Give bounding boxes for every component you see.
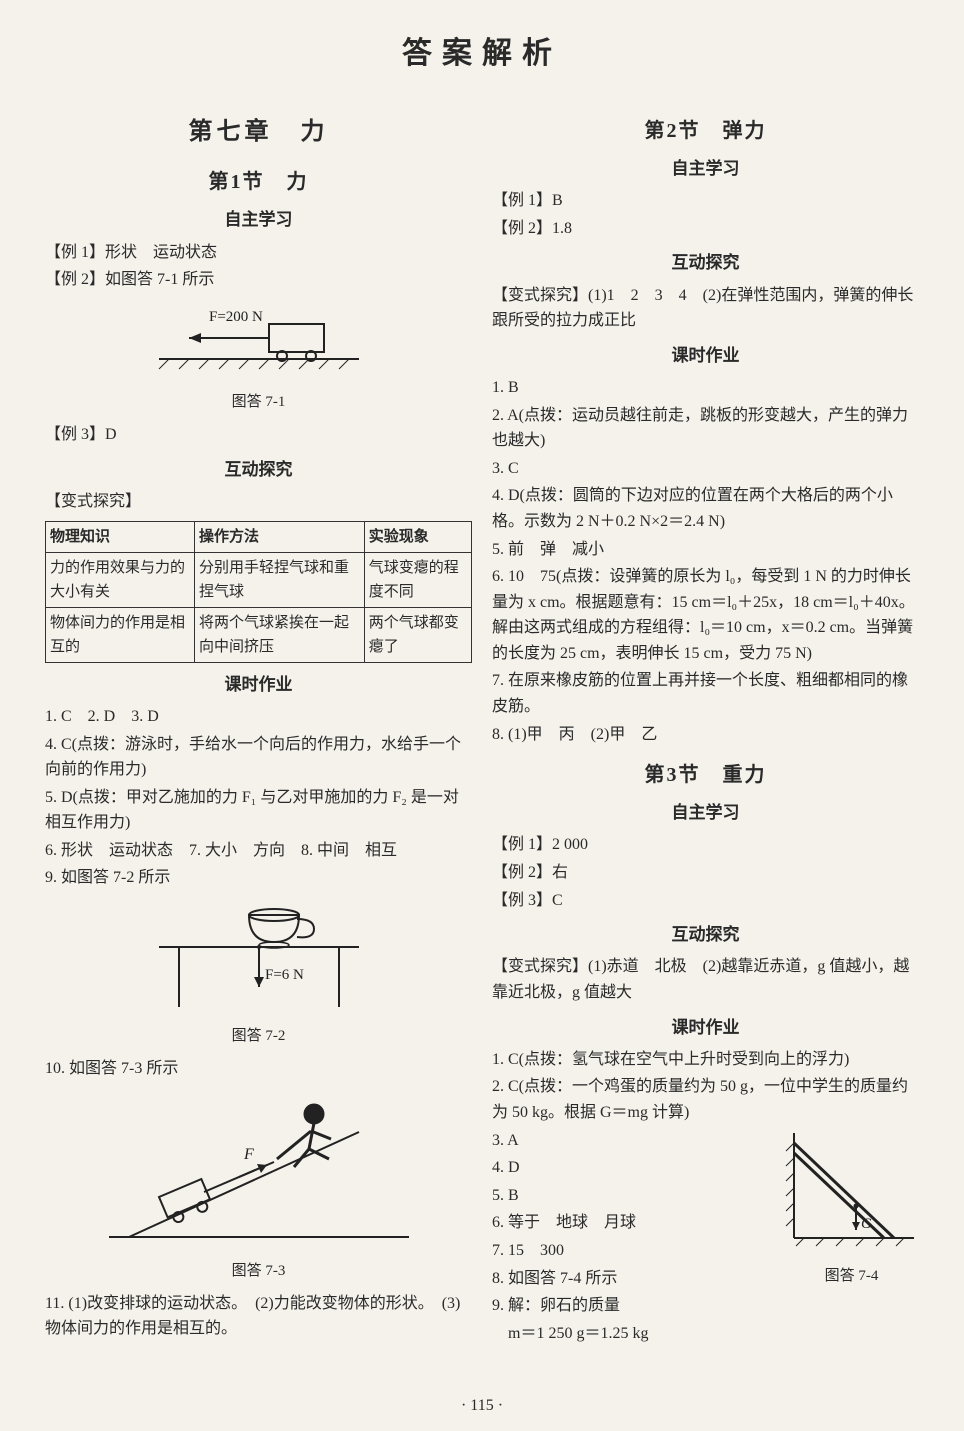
sub-keshi-3: 课时作业 <box>492 1014 919 1041</box>
hw-2-5: 5. 前 弹 减小 <box>492 537 919 563</box>
svg-text:F: F <box>243 1146 254 1163</box>
var-head-1: 【变式探究】 <box>45 489 472 515</box>
td-r2c3: 两个气球都变瘪了 <box>364 607 471 662</box>
sub-hudong-2: 互动探究 <box>492 249 919 276</box>
section-2-title: 第2节 弹力 <box>492 115 919 147</box>
svg-text:F=200 N: F=200 N <box>209 309 263 325</box>
hw-1-10: 10. 如图答 7-3 所示 <box>45 1056 472 1082</box>
hw-1-5: 5. D(点拨：甲对乙施加的力 F₁ 与乙对甲施加的力 F₂ 是一对相互作用力) <box>45 785 472 836</box>
td-r2c2: 将两个气球紧挨在一起向中间挤压 <box>194 607 364 662</box>
sub-keshi-1: 课时作业 <box>45 671 472 698</box>
fig-7-4-caption: 图答 7-4 <box>784 1264 919 1288</box>
section-1-title: 第1节 力 <box>45 166 472 198</box>
hw-2-8: 8. (1)甲 丙 (2)甲 乙 <box>492 722 919 748</box>
fig-7-2-caption: 图答 7-2 <box>45 1024 472 1048</box>
section-3-title: 第3节 重力 <box>492 759 919 791</box>
th-1: 物理知识 <box>46 521 195 552</box>
figure-7-1: F=200 N <box>45 299 472 388</box>
ex3-3: 【例 3】C <box>492 888 919 914</box>
page-title: 答案解析 <box>45 30 919 78</box>
th-2: 操作方法 <box>194 521 364 552</box>
ex1-3: 【例 3】D <box>45 422 472 448</box>
ex1-1: 【例 1】形状 运动状态 <box>45 240 472 266</box>
var-3: 【变式探究】(1)赤道 北极 (2)越靠近赤道，g 值越小，越靠近北极，g 值越… <box>492 954 919 1005</box>
svg-text:G: G <box>861 1216 872 1232</box>
hw-1-1: 1. C 2. D 3. D <box>45 704 472 730</box>
svg-text:F=6 N: F=6 N <box>265 967 304 983</box>
td-r1c1: 力的作用效果与力的大小有关 <box>46 552 195 607</box>
right-column: 第2节 弹力 自主学习 【例 1】B 【例 2】1.8 互动探究 【变式探究】(… <box>492 103 919 1348</box>
hw-2-3: 3. C <box>492 456 919 482</box>
ex1-2: 【例 2】如图答 7-1 所示 <box>45 267 472 293</box>
physics-table: 物理知识 操作方法 实验现象 力的作用效果与力的大小有关 分别用手轻捏气球和重捏… <box>45 521 472 663</box>
sub-hudong-3: 互动探究 <box>492 921 919 948</box>
fig-7-3-caption: 图答 7-3 <box>45 1259 472 1283</box>
hw-1-4: 4. C(点拨：游泳时，手给水一个向后的作用力，水给手一个向前的作用力) <box>45 732 472 783</box>
hw-2-7: 7. 在原来橡皮筋的位置上再并接一个长度、粗细都相同的橡皮筋。 <box>492 668 919 719</box>
td-r2c1: 物体间力的作用是相互的 <box>46 607 195 662</box>
hw-3-1: 1. C(点拨：氢气球在空气中上升时受到向上的浮力) <box>492 1047 919 1073</box>
hw-2-2: 2. A(点拨：运动员越往前走，跳板的形变越大，产生的弹力也越大) <box>492 403 919 454</box>
hw-3-9b: m＝1 250 g＝1.25 kg <box>492 1321 919 1347</box>
sub-zizhu-3: 自主学习 <box>492 799 919 826</box>
ex2-2: 【例 2】1.8 <box>492 216 919 242</box>
figure-7-3: F <box>45 1087 472 1256</box>
hw-2-1: 1. B <box>492 375 919 401</box>
hw-1-9: 9. 如图答 7-2 所示 <box>45 865 472 891</box>
ex3-1: 【例 1】2 000 <box>492 832 919 858</box>
hw-3-2: 2. C(点拨：一个鸡蛋的质量约为 50 g，一位中学生的质量约为 50 kg。… <box>492 1074 919 1125</box>
hw-2-4: 4. D(点拨：圆筒的下边对应的位置在两个大格后的两个小格。示数为 2 N＋0.… <box>492 483 919 534</box>
sub-zizhu-2: 自主学习 <box>492 155 919 182</box>
hw-2-6: 6. 10 75(点拨：设弹簧的原长为 l₀，每受到 1 N 的力时伸长量为 x… <box>492 564 919 666</box>
td-r1c3: 气球变瘪的程度不同 <box>364 552 471 607</box>
page-number: · 115 · <box>0 1393 964 1419</box>
sub-zizhu-1: 自主学习 <box>45 206 472 233</box>
hw-1-6: 6. 形状 运动状态 7. 大小 方向 8. 中间 相互 <box>45 838 472 864</box>
td-r1c2: 分别用手轻捏气球和重捏气球 <box>194 552 364 607</box>
sub-keshi-2: 课时作业 <box>492 342 919 369</box>
chapter-title: 第七章 力 <box>45 113 472 151</box>
figure-7-4: G 图答 7-4 <box>784 1128 919 1297</box>
hw-1-11: 11. (1)改变排球的运动状态。 (2)力能改变物体的形状。 (3)物体间力的… <box>45 1291 472 1342</box>
left-column: 第七章 力 第1节 力 自主学习 【例 1】形状 运动状态 【例 2】如图答 7… <box>45 103 472 1348</box>
var-2: 【变式探究】(1)1 2 3 4 (2)在弹性范围内，弹簧的伸长跟所受的拉力成正… <box>492 283 919 334</box>
hw-3-9a: 9. 解：卵石的质量 <box>492 1293 919 1319</box>
fig-7-1-caption: 图答 7-1 <box>45 390 472 414</box>
figure-7-2: F=6 N <box>45 897 472 1021</box>
ex2-1: 【例 1】B <box>492 188 919 214</box>
ex3-2: 【例 2】右 <box>492 860 919 886</box>
sub-hudong-1: 互动探究 <box>45 456 472 483</box>
th-3: 实验现象 <box>364 521 471 552</box>
